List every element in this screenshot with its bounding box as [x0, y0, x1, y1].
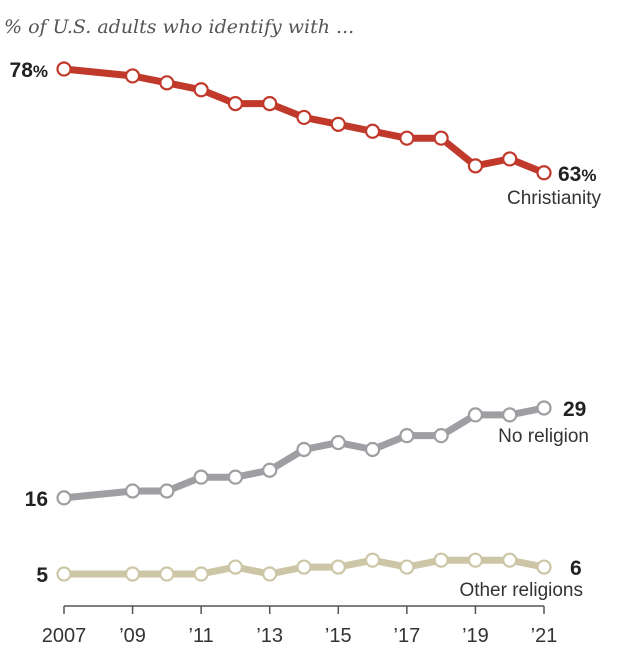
x-tick-label: 2007	[42, 625, 87, 647]
data-point	[330, 559, 346, 575]
data-point	[433, 552, 449, 568]
series-no-religion	[56, 400, 552, 506]
end-label-other-religions: 6	[570, 557, 582, 580]
series-name-no-religion: No religion	[498, 426, 589, 447]
data-point	[364, 441, 381, 458]
end-label-no-religion: 29	[563, 398, 586, 421]
x-tick-label: ’21	[531, 625, 558, 647]
series-other-religions	[56, 552, 552, 582]
data-point	[159, 566, 175, 582]
data-point	[536, 400, 552, 416]
data-point	[124, 566, 141, 582]
data-point	[502, 151, 518, 167]
data-point	[227, 559, 244, 575]
data-point	[467, 552, 484, 568]
data-point	[399, 130, 415, 146]
data-point	[399, 428, 415, 444]
x-tick-label: ’15	[325, 625, 352, 647]
data-point	[467, 158, 484, 174]
data-point	[56, 490, 72, 506]
data-point	[193, 566, 209, 582]
data-point	[296, 109, 312, 126]
data-point	[262, 566, 278, 582]
data-point	[193, 469, 209, 485]
x-tick-label: ’17	[394, 625, 421, 647]
data-point	[227, 469, 244, 485]
data-point	[296, 559, 312, 575]
data-point	[433, 428, 449, 444]
start-label-no-religion: 16	[25, 488, 48, 511]
data-point	[193, 82, 209, 98]
x-tick-label: ’13	[256, 625, 283, 647]
x-tick-label: ’19	[462, 625, 489, 647]
data-point	[330, 434, 346, 451]
data-point	[124, 483, 141, 499]
data-point	[467, 407, 484, 423]
data-point	[536, 559, 552, 575]
data-point	[364, 123, 381, 139]
data-point	[399, 559, 415, 575]
x-tick-label: ’09	[119, 625, 146, 647]
chart-subtitle: % of U.S. adults who identify with ...	[4, 16, 354, 38]
data-point	[536, 165, 552, 181]
series-group	[56, 61, 552, 582]
series-name-other-religions: Other religions	[459, 580, 583, 601]
data-point	[56, 61, 72, 77]
end-label-christianity: 63%	[558, 163, 596, 186]
data-point	[159, 483, 175, 499]
data-point	[502, 407, 518, 423]
data-point	[56, 566, 72, 582]
data-point	[296, 441, 312, 458]
data-point	[433, 130, 449, 146]
data-point	[124, 68, 141, 84]
series-name-christianity: Christianity	[507, 188, 601, 209]
data-point	[502, 552, 518, 568]
data-point	[159, 75, 175, 91]
data-point	[262, 95, 278, 112]
x-axis: 2007 ’09 ’11 ’13 ’15 ’17 ’19 ’21	[42, 605, 558, 647]
x-tick-label: ’11	[189, 625, 214, 647]
start-label-other-religions: 5	[36, 564, 48, 587]
start-label-christianity: 78%	[10, 59, 48, 82]
data-point	[330, 116, 346, 132]
value-labels: 78% 63%Christianity 16 29 No religion 5 6Other…	[10, 59, 602, 601]
data-point	[227, 95, 244, 112]
data-point	[262, 462, 278, 478]
data-point	[364, 552, 381, 568]
series-christianity	[56, 61, 552, 181]
